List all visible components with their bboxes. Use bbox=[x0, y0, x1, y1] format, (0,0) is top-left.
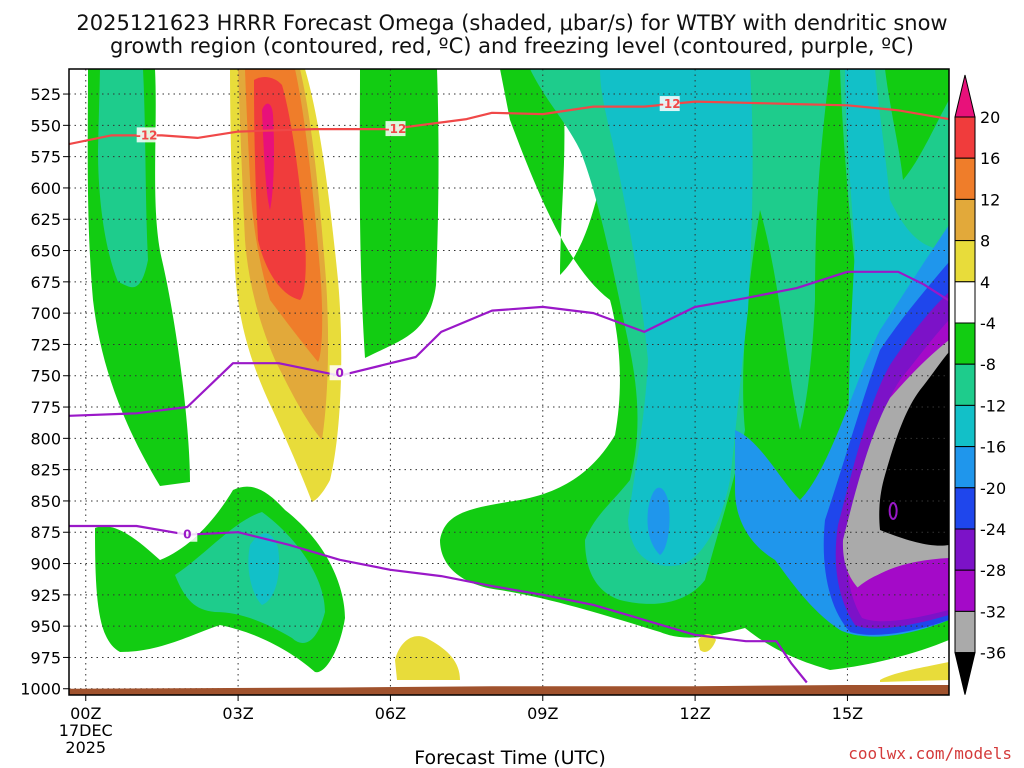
y-tick-label-975: 975 bbox=[30, 648, 61, 667]
colorbar-level-label-12: -32 bbox=[980, 602, 1006, 621]
y-tick-label-1000: 1000 bbox=[20, 680, 61, 699]
y-tick-label-925: 925 bbox=[30, 586, 61, 605]
freezing-contour-label-1-bg bbox=[329, 365, 350, 381]
freezing-contour-label-2: 0 bbox=[183, 528, 191, 542]
omega-region-cyan-mid bbox=[600, 69, 753, 566]
colorbar-level-label-2: 12 bbox=[980, 190, 1000, 209]
dgz-contour-label-2: -12 bbox=[385, 122, 407, 136]
colorbar-swatch-12 bbox=[954, 569, 976, 612]
colorbar-level-label-8: -16 bbox=[980, 438, 1006, 457]
freezing-contour-label-2-bg bbox=[177, 526, 198, 542]
colorbar-swatch-3 bbox=[954, 198, 976, 242]
colorbar-bottom-triangle bbox=[954, 652, 976, 695]
x-tick-label-15Z: 15Z bbox=[832, 704, 863, 723]
colorbar-level-label-6: -8 bbox=[980, 355, 996, 374]
y-tick-label-750: 750 bbox=[30, 367, 61, 386]
colorbar-swatch-1 bbox=[954, 116, 976, 159]
y-tick-label-650: 650 bbox=[30, 242, 61, 261]
x-tick-label-03Z: 03Z bbox=[222, 704, 253, 723]
x-tick-year-label: 2025 bbox=[65, 738, 106, 757]
dgz-contour-label-2-bg bbox=[385, 121, 406, 137]
omega-region-yellow-sfc-2 bbox=[698, 634, 716, 652]
freezing-level-contour-blob bbox=[888, 501, 898, 520]
omega-region-blue-small bbox=[647, 487, 670, 555]
colorbar-level-label-4: 4 bbox=[980, 273, 990, 292]
colorbar-swatch-9 bbox=[954, 446, 976, 489]
credit-text: coolwx.com/models bbox=[848, 744, 1012, 763]
y-tick-label-675: 675 bbox=[30, 273, 61, 292]
y-tick-label-625: 625 bbox=[30, 210, 61, 229]
colorbar-level-label-1: 16 bbox=[980, 149, 1000, 168]
omega-region-green-mid bbox=[359, 69, 439, 358]
y-tick-label-725: 725 bbox=[30, 335, 61, 354]
colorbar-swatch-2 bbox=[954, 157, 976, 200]
terrain-fill bbox=[69, 685, 949, 695]
freezing-level-contour-upper bbox=[69, 270, 949, 417]
freezing-contour-label-1: 0 bbox=[335, 366, 343, 380]
y-tick-label-850: 850 bbox=[30, 492, 61, 511]
colorbar-swatch-7 bbox=[954, 363, 976, 406]
y-tick-label-575: 575 bbox=[30, 148, 61, 167]
y-axis: 525 550 575 600 625 650 675 700 725 750 775 800 825 8… bbox=[20, 85, 69, 699]
colorbar-level-label-9: -20 bbox=[980, 479, 1006, 498]
dgz-contour-line bbox=[69, 100, 949, 146]
colorbar-top-triangle bbox=[954, 74, 976, 118]
x-tick-label-12Z: 12Z bbox=[679, 704, 710, 723]
colorbar-swatch-5 bbox=[954, 281, 976, 324]
omega-region-yellow-sfc-3 bbox=[880, 662, 949, 682]
colorbar-level-label-0: 20 bbox=[980, 108, 1000, 127]
y-tick-label-875: 875 bbox=[30, 523, 61, 542]
plot-frame bbox=[68, 68, 950, 696]
colorbar-level-label-3: 8 bbox=[980, 232, 990, 251]
colorbar-swatch-10 bbox=[954, 487, 976, 530]
y-tick-label-900: 900 bbox=[30, 555, 61, 574]
colorbar: 20 16 12 8 4 -4 -8 -12 -16 -20 -24 -28 -32 -36 bbox=[954, 74, 1006, 695]
dgz-contour-label-1: -12 bbox=[136, 128, 158, 142]
y-tick-label-825: 825 bbox=[30, 461, 61, 480]
y-tick-label-600: 600 bbox=[30, 179, 61, 198]
x-tick-label-06Z: 06Z bbox=[375, 704, 406, 723]
y-tick-label-525: 525 bbox=[30, 85, 61, 104]
colorbar-swatch-4 bbox=[954, 240, 976, 283]
omega-region-teal-left bbox=[98, 69, 148, 288]
x-tick-label-00Z: 00Z bbox=[70, 704, 101, 723]
omega-region-black bbox=[879, 352, 949, 546]
colorbar-level-label-10: -24 bbox=[980, 520, 1006, 539]
colorbar-swatch-8 bbox=[954, 404, 976, 448]
omega-region-cyan-small bbox=[248, 533, 280, 605]
omega-region-purple-lower bbox=[855, 562, 949, 615]
omega-region-yellow-sfc-1 bbox=[395, 636, 460, 680]
dgz-contour-label-1-bg bbox=[136, 127, 157, 143]
colorbar-swatch-13 bbox=[954, 610, 976, 654]
colorbar-level-label-7: -12 bbox=[980, 396, 1006, 415]
colorbar-swatch-6 bbox=[954, 322, 976, 365]
x-tick-label-09Z: 09Z bbox=[527, 704, 558, 723]
colorbar-level-label-11: -28 bbox=[980, 561, 1006, 580]
dgz-contour-label-3: -12 bbox=[659, 97, 681, 111]
dgz-contour-label-3-bg bbox=[659, 96, 680, 112]
y-tick-label-800: 800 bbox=[30, 429, 61, 448]
x-tick-date-label: 17DEC bbox=[59, 721, 113, 740]
freezing-level-contour-lower bbox=[69, 524, 808, 684]
y-tick-label-550: 550 bbox=[30, 116, 61, 135]
chart-title-line-2: growth region (contoured, red, ºC) and f… bbox=[110, 34, 914, 58]
x-axis-label: Forecast Time (UTC) bbox=[414, 747, 605, 768]
colorbar-level-label-13: -36 bbox=[980, 644, 1006, 663]
colorbar-swatch-11 bbox=[954, 528, 976, 571]
y-tick-label-700: 700 bbox=[30, 304, 61, 323]
chart-title-line-1: 2025121623 HRRR Forecast Omega (shaded, … bbox=[76, 11, 947, 35]
contour-lines: -12 -12 -12 0 0 bbox=[69, 96, 949, 684]
y-tick-label-950: 950 bbox=[30, 617, 61, 636]
y-tick-label-775: 775 bbox=[30, 398, 61, 417]
terrain-band bbox=[69, 685, 949, 695]
colorbar-level-label-5: -4 bbox=[980, 314, 996, 333]
